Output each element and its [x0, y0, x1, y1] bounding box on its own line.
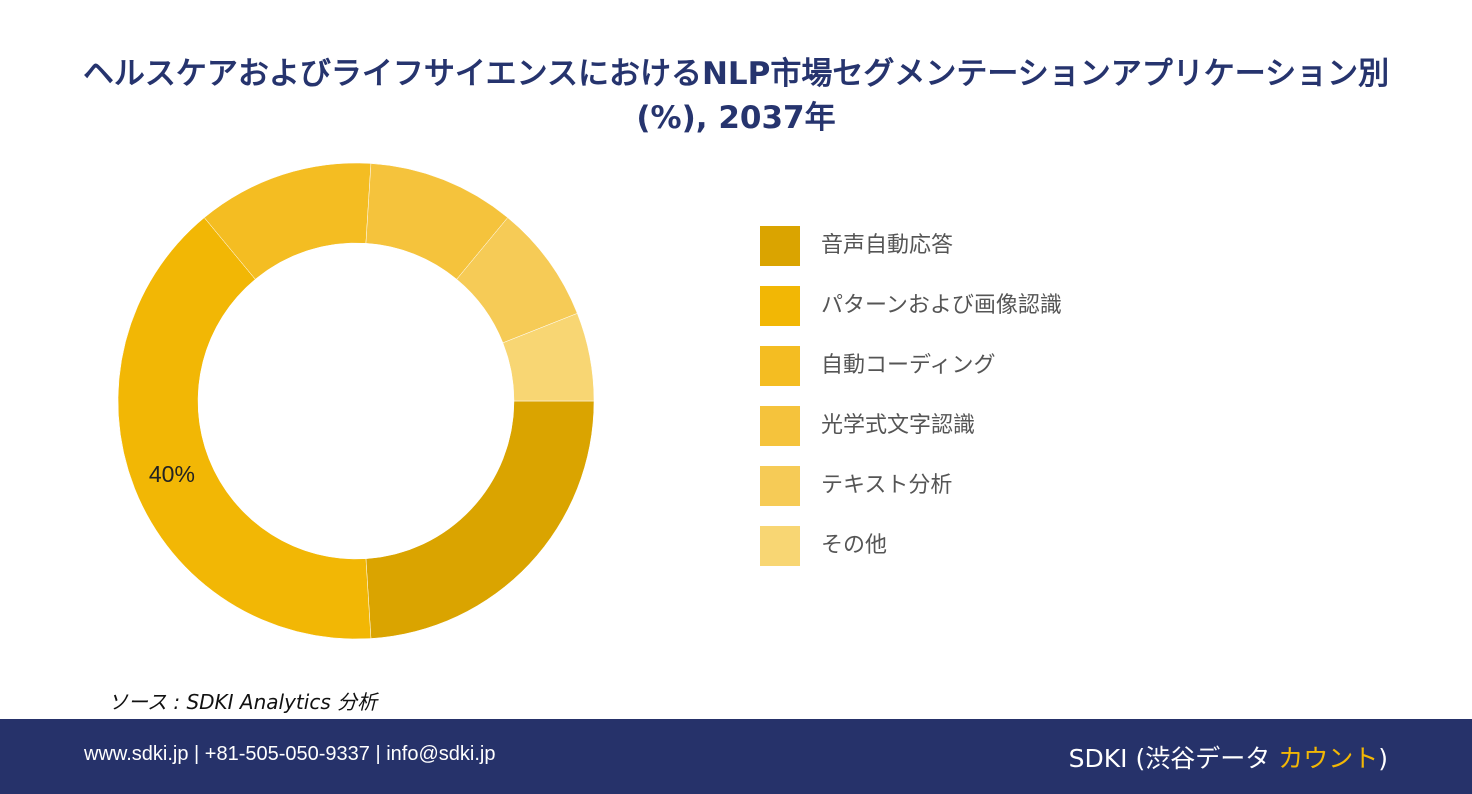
legend-swatch	[760, 346, 800, 386]
legend-label: その他	[821, 533, 888, 558]
footer-contact: www.sdki.jp | +81-505-050-9337 | info@sd…	[84, 743, 496, 765]
legend-swatch	[760, 226, 800, 266]
donut-slice-2	[117, 217, 372, 640]
legend-swatch	[760, 466, 800, 506]
legend-label: 光学式文字認識	[821, 413, 976, 438]
slice-data-label: 40%	[149, 461, 195, 487]
footer-bar: www.sdki.jp | +81-505-050-9337 | info@sd…	[0, 719, 1472, 794]
donut-chart: 40%	[117, 162, 595, 640]
legend-label: テキスト分析	[821, 473, 953, 498]
footer-brand: SDKI (渋谷データ カウント)	[1069, 739, 1388, 775]
legend-swatch	[760, 286, 800, 326]
source-note: ソース : SDKI Analytics 分析	[108, 690, 378, 714]
chart-title: ヘルスケアおよびライフサイエンスにおけるNLP市場セグメンテーションアプリケーシ…	[82, 56, 1390, 136]
legend-swatch	[760, 526, 800, 566]
donut-slice-1	[365, 400, 595, 639]
brand-suffix: )	[1378, 744, 1388, 773]
brand-accent: カウント	[1278, 744, 1379, 773]
donut-slice-6	[502, 313, 595, 402]
legend-label: 自動コーディング	[821, 353, 996, 378]
legend-label: 音声自動応答	[821, 233, 954, 258]
brand-prefix: SDKI (渋谷データ	[1068, 744, 1279, 773]
legend-label: パターンおよび画像認識	[821, 293, 1062, 318]
legend-swatch	[760, 406, 800, 446]
